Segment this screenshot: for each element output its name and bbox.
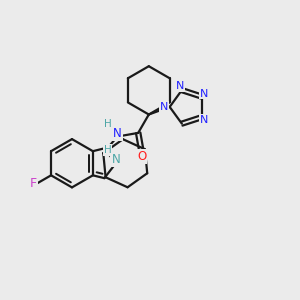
Text: F: F (30, 177, 37, 190)
Text: H: H (104, 119, 112, 129)
Text: N: N (113, 127, 122, 140)
Text: O: O (137, 150, 146, 163)
Text: N: N (200, 88, 209, 99)
Text: N: N (200, 115, 208, 125)
Text: H: H (104, 145, 111, 155)
Text: N: N (160, 102, 169, 112)
Text: N: N (176, 81, 184, 91)
Text: N: N (111, 153, 120, 166)
